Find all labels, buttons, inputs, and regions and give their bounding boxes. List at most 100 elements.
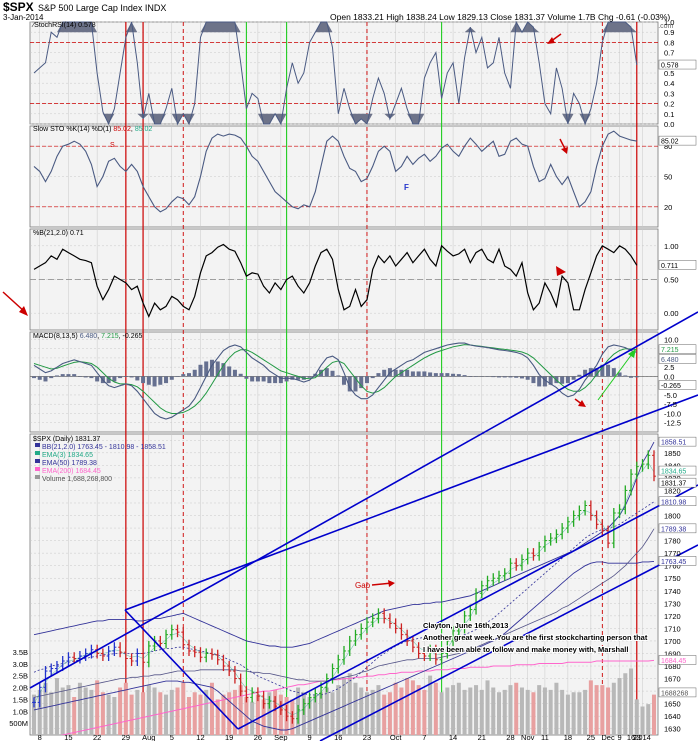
red-arrow-slowsto bbox=[559, 138, 568, 154]
x-tick-label: 28 bbox=[506, 733, 514, 741]
green-arrow-macd bbox=[597, 349, 636, 401]
volume-bar bbox=[651, 694, 657, 735]
macd-hist-bar bbox=[537, 376, 542, 387]
trend-line bbox=[319, 544, 698, 741]
x-tick-label: 8 bbox=[38, 733, 42, 741]
price-tick-label: 1680 bbox=[664, 662, 681, 671]
volume-tick-label: 3.5B bbox=[13, 648, 28, 657]
volume-bar bbox=[606, 687, 611, 735]
ema50-line bbox=[33, 528, 655, 698]
macd-hist-bar bbox=[341, 376, 347, 385]
volume-bar bbox=[399, 687, 404, 735]
volume-bar bbox=[37, 689, 42, 735]
macd-hist-bar bbox=[600, 364, 605, 377]
volume-bar bbox=[611, 682, 616, 735]
volume-tick-label: 3.0B bbox=[13, 660, 28, 669]
macd-hist-bar bbox=[416, 371, 421, 377]
stochrsi-oversold-fill bbox=[34, 113, 654, 124]
x-tick-label: 23 bbox=[633, 733, 641, 741]
volume-bar bbox=[215, 699, 220, 735]
volume-box-bg bbox=[658, 687, 697, 698]
volume-bar bbox=[198, 694, 203, 735]
volume-bar bbox=[537, 685, 542, 735]
macd-hist-bar bbox=[77, 376, 82, 377]
volume-bar bbox=[502, 689, 507, 735]
x-tick-label: 29 bbox=[122, 733, 130, 741]
volume-bar bbox=[227, 692, 232, 735]
volume-bar bbox=[519, 687, 524, 735]
volume-bar bbox=[382, 694, 387, 735]
y-tick-label: -10.0 bbox=[664, 409, 681, 418]
volume-bar bbox=[89, 689, 94, 735]
volume-bar bbox=[451, 685, 456, 735]
trend-line bbox=[124, 609, 239, 730]
macd-hist-bar bbox=[617, 372, 622, 377]
x-tick-label: Aug bbox=[142, 733, 155, 741]
price-tick-label: 1800 bbox=[664, 512, 681, 521]
pctb-line bbox=[33, 243, 638, 319]
volume-bar bbox=[548, 689, 553, 735]
comment-line-3: I have been able to follow and make mone… bbox=[423, 645, 628, 654]
macd-hist-bar bbox=[141, 376, 146, 384]
legend-volume: Volume 1,688,268,800 bbox=[42, 476, 112, 483]
macd-hist-bar bbox=[583, 369, 588, 377]
y-tick-label: 0.3 bbox=[664, 89, 674, 98]
volume-bar bbox=[54, 678, 59, 735]
macd-hist-bar bbox=[514, 376, 519, 378]
volume-bar bbox=[594, 685, 599, 735]
macd-hist-bar bbox=[548, 376, 553, 385]
macd-signal-box-bg bbox=[658, 344, 697, 354]
volume-bar bbox=[623, 673, 628, 735]
macd-hist-bar bbox=[49, 376, 54, 379]
macd-hist-bar bbox=[577, 374, 582, 377]
x-tick-label: 2014 bbox=[634, 733, 651, 741]
macd-hist-bar bbox=[169, 376, 174, 380]
red-arrow-pctb bbox=[556, 266, 566, 276]
bb-upper-box-bg bbox=[658, 436, 697, 447]
volume-bar bbox=[330, 692, 335, 735]
volume-bar bbox=[204, 689, 209, 735]
volume-bar bbox=[66, 685, 71, 735]
macd-hist-bar bbox=[31, 376, 37, 379]
volume-bar bbox=[485, 680, 490, 735]
volume-tick-label: 500M bbox=[9, 719, 28, 728]
macd-hist-bar bbox=[623, 375, 628, 377]
trend-line bbox=[29, 311, 698, 689]
index-name: S&P 500 Large Cap Index INDX bbox=[38, 3, 166, 13]
macd-hist-bar bbox=[72, 374, 77, 377]
macd-hist-bar bbox=[439, 373, 444, 377]
y-tick-label: 2.5 bbox=[664, 363, 674, 372]
volume-bar bbox=[525, 689, 530, 735]
volume-bar bbox=[387, 692, 392, 735]
price-tick-label: 1850 bbox=[664, 449, 681, 458]
volume-bar bbox=[261, 699, 266, 735]
annotations: Gap F S Clayton, June 16th,2013 Clayton,… bbox=[2, 33, 649, 655]
volume-bar bbox=[439, 692, 444, 735]
x-tick-label: 9 bbox=[617, 733, 621, 741]
y-tick-label: 0.1 bbox=[664, 110, 674, 119]
comment-line-2-fg: Another great week. You are the first st… bbox=[423, 633, 648, 642]
macd-hist-bar bbox=[364, 376, 369, 384]
price-tick-label: 1780 bbox=[664, 537, 681, 546]
macd-hist-bar bbox=[152, 376, 157, 387]
volume-bar bbox=[43, 682, 48, 735]
macd-signal-line bbox=[33, 344, 637, 414]
macd-hist-bar bbox=[560, 376, 565, 384]
volume-bar bbox=[577, 692, 582, 735]
macd-hist-bar bbox=[89, 376, 94, 379]
slowsto-value-box: 85.02 bbox=[661, 139, 679, 146]
volume-bar bbox=[77, 682, 82, 735]
macd-hist-bar bbox=[278, 376, 283, 384]
bb-lower-box-bg bbox=[658, 556, 697, 566]
macd-hist-bar bbox=[433, 373, 438, 377]
volume-bar bbox=[267, 692, 272, 735]
volume-bar bbox=[95, 680, 100, 735]
macd-hist-bar bbox=[502, 376, 507, 378]
macd-hist-bar bbox=[405, 369, 410, 377]
macd-hist-bar bbox=[175, 376, 180, 377]
macd-hist-bar bbox=[468, 376, 473, 377]
x-tick-label: 12 bbox=[196, 733, 204, 741]
volume-bar bbox=[617, 678, 622, 735]
volume-tick-label: 1.0B bbox=[13, 707, 28, 716]
